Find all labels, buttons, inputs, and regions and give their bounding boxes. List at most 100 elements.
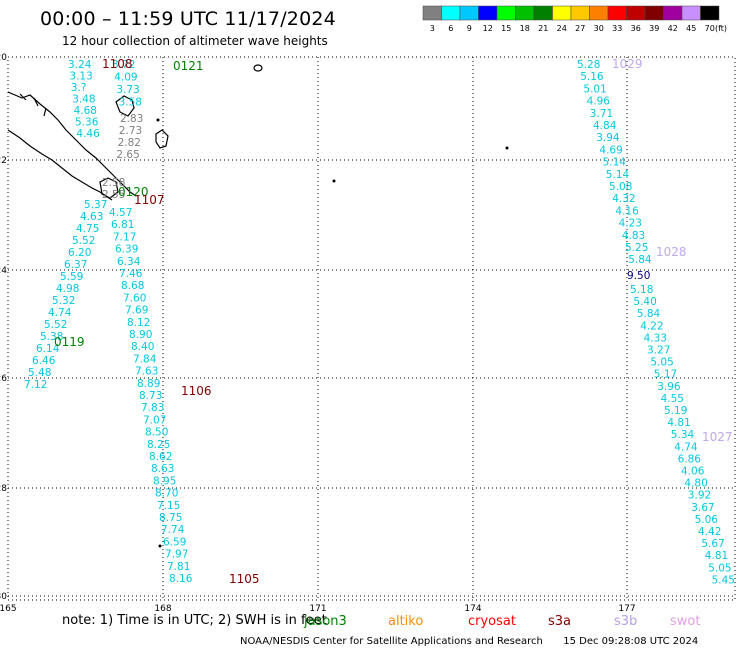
legend-bin-label: 12	[483, 24, 493, 33]
swh-value: 8.50	[145, 427, 168, 439]
lat-tick-label: -28	[0, 484, 7, 494]
swh-value: 6.46	[32, 355, 56, 367]
swh-value: 3.73	[116, 84, 139, 96]
lat-tick-label: -26	[0, 374, 7, 384]
track-time-label: 1027	[702, 430, 733, 444]
swh-value: 5.08	[609, 181, 632, 193]
track-time-label: 1106	[181, 384, 212, 398]
swh-value: 5.59	[60, 271, 83, 283]
swh-value: 5.45	[712, 574, 735, 586]
footer-timestamp: 15 Dec 09:28:08 UTC 2024	[563, 636, 699, 647]
swh-value: 3.48	[72, 94, 95, 106]
swh-value: 7.63	[135, 366, 158, 378]
swh-value: 6.20	[68, 247, 91, 259]
swh-value: 5.05	[650, 357, 673, 369]
swh-value: 2.82	[118, 137, 141, 149]
satellite-name: altiko	[388, 614, 423, 629]
lat-tick-label: -22	[0, 156, 7, 166]
legend-bin-label: 36	[631, 24, 641, 33]
legend-bin-label: 21	[538, 24, 548, 33]
swh-value: 4.63	[80, 211, 103, 223]
track-time-label: 1107	[134, 193, 165, 207]
swh-value: 4.81	[705, 550, 728, 562]
swh-value: 3.24	[68, 59, 92, 71]
track-time-label: 0121	[173, 59, 204, 73]
swh-value: 2.73	[119, 125, 142, 137]
lon-tick-label: 168	[154, 604, 171, 614]
swh-value: 4.68	[74, 105, 97, 117]
swh-value: 5.01	[583, 83, 606, 95]
swh-value: 4.84	[593, 120, 617, 132]
satellite-name: s3a	[548, 614, 571, 629]
swh-value: 8.73	[139, 390, 162, 402]
swh-value: 7.97	[165, 549, 188, 561]
swh-value: 3.67	[691, 502, 714, 514]
lon-tick-label: 177	[618, 604, 635, 614]
lon-tick-label: 174	[464, 604, 481, 614]
swh-value: 3.?	[71, 82, 87, 94]
swh-value: 5.05	[708, 562, 731, 574]
swh-value: 7.81	[167, 561, 190, 573]
swh-value: 8.90	[129, 329, 152, 341]
swh-value: 4.74	[674, 441, 698, 453]
swh-value: 5.84	[628, 254, 652, 266]
swh-value: 4.81	[667, 417, 690, 429]
swh-value: 5.37	[84, 199, 107, 211]
swh-value: 7.60	[123, 292, 146, 304]
swh-value: 4.57	[109, 207, 132, 219]
swh-value: 8.95	[153, 475, 176, 487]
swh-value: 7.46	[119, 268, 143, 280]
swh-value: 5.17	[654, 369, 677, 381]
map-title: 00:00 – 11:59 UTC 11/17/2024	[40, 8, 336, 30]
swh-value: 6.34	[117, 256, 141, 268]
legend-bin-label: 18	[520, 24, 530, 33]
swh-value: 8.68	[121, 280, 144, 292]
map-frame: 165 168 171 174 177 -20 -22 -24 -26 -28 -30	[0, 53, 736, 614]
legend-bin-label: 27	[575, 24, 585, 33]
swh-value: 4.16	[615, 205, 639, 217]
swh-value: 4.98	[56, 283, 79, 295]
swh-value: 5.25	[625, 242, 648, 254]
swh-value: 4.33	[644, 332, 667, 344]
swh-value: 2.55	[102, 189, 125, 201]
swh-value: 5.48	[28, 367, 51, 379]
swh-value: 7.15	[157, 500, 180, 512]
altimeter-tracks: 3.243.133.?3.484.685.364.462.832.732.822…	[24, 57, 735, 586]
track-time-label: 1105	[229, 572, 260, 586]
lon-tick-label: 165	[0, 604, 17, 614]
swh-value: 5.19	[664, 405, 687, 417]
swh-value: 8.62	[149, 451, 172, 463]
swh-value: 2.65	[116, 149, 139, 161]
swh-value: 3.27	[647, 345, 670, 357]
swh-value: 2.83	[120, 113, 143, 125]
legend-bin-label: 33	[612, 24, 622, 33]
satellite-legend: jason3 altiko cryosat s3a s3b swot	[303, 614, 700, 629]
swh-value: 8.12	[127, 317, 150, 329]
legend-bin-label: 9	[467, 24, 472, 33]
satellite-name: swot	[670, 614, 700, 629]
legend-bin-label: 30	[594, 24, 604, 33]
swh-value: 8.40	[131, 341, 154, 353]
swh-value: 5.38	[40, 331, 63, 343]
track-time-label: 0120	[118, 185, 149, 199]
swh-value: 4.32	[612, 193, 635, 205]
swh-value: 6.81	[111, 219, 134, 231]
swh-value: 5.34	[671, 429, 695, 441]
swh-value: 5.14	[606, 169, 630, 181]
swh-value: 5.84	[637, 308, 661, 320]
swh-value: 4.69	[599, 144, 622, 156]
note-bar: note: 1) Time is in UTC; 2) SWH is in fe…	[62, 613, 327, 628]
swh-value: 5.52	[44, 319, 67, 331]
legend-bin-label: 3	[430, 24, 435, 33]
legend-bin-label: 6	[448, 24, 453, 33]
swh-value: 7.07	[143, 414, 166, 426]
swh-value: 5.14	[603, 157, 627, 169]
legend-unit: (ft)	[715, 24, 727, 33]
swh-value: 4.83	[622, 230, 645, 242]
footer-credit: NOAA/NESDIS Center for Satellite Applica…	[240, 636, 543, 647]
swh-value: 5.40	[633, 296, 656, 308]
swh-value: 7.83	[141, 402, 164, 414]
swh-value: 3.13	[69, 71, 92, 83]
